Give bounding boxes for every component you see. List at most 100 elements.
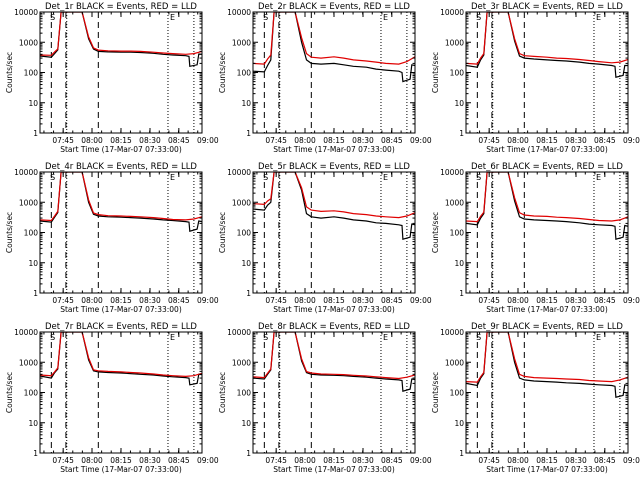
x-tick-label: 08:45 <box>168 296 190 305</box>
y-tick-label: 1 <box>33 129 38 138</box>
lld-series-line <box>40 172 202 222</box>
marker-label-s: S <box>263 13 268 22</box>
lld-series-line <box>466 12 628 65</box>
x-tick-label: 09:00 <box>197 296 219 305</box>
x-axis-label: Start Time (17-Mar-07 07:33:00) <box>273 465 395 474</box>
y-tick-label: 10000 <box>14 168 38 177</box>
events-series-line <box>466 12 628 78</box>
events-series-line <box>40 332 202 386</box>
x-tick-label: 09:00 <box>197 456 219 465</box>
x-tick-label: 08:45 <box>381 136 403 145</box>
y-tick-label: 1000 <box>445 358 464 367</box>
x-tick-label: 08:15 <box>323 296 345 305</box>
y-tick-label: 10 <box>28 99 38 108</box>
x-tick-label: 08:45 <box>594 296 616 305</box>
y-tick-label: 100 <box>237 229 252 238</box>
x-tick-label: 07:45 <box>478 456 500 465</box>
chart-title: Det_9r BLACK = Events, RED = LLD <box>471 322 623 332</box>
y-tick-label: 10000 <box>440 168 464 177</box>
y-tick-label: 10 <box>241 419 251 428</box>
y-tick-label: 1 <box>246 289 251 298</box>
plot-frame <box>39 171 203 294</box>
x-tick-label: 08:15 <box>110 136 132 145</box>
chart-title: Det_2r BLACK = Events, RED = LLD <box>258 2 410 12</box>
y-tick-label: 1 <box>33 289 38 298</box>
x-tick-label: 08:30 <box>352 296 374 305</box>
chart-title: Det_7r BLACK = Events, RED = LLD <box>45 322 197 332</box>
x-tick-label: 07:45 <box>52 136 74 145</box>
x-tick-label: 09:00 <box>623 456 640 465</box>
y-tick-label: 10000 <box>440 328 464 337</box>
x-tick-label: 08:45 <box>168 456 190 465</box>
y-tick-label: 10000 <box>440 8 464 17</box>
marker-label-e: E <box>596 333 601 342</box>
plot-frame <box>465 331 629 454</box>
y-tick-label: 10 <box>28 259 38 268</box>
x-tick-label: 07:45 <box>52 456 74 465</box>
x-tick-label: 08:00 <box>507 296 529 305</box>
events-series-line <box>40 12 202 68</box>
y-tick-label: 1 <box>33 449 38 458</box>
x-tick-label: 08:45 <box>381 456 403 465</box>
x-tick-label: 07:45 <box>265 456 287 465</box>
x-tick-label: 08:30 <box>565 296 587 305</box>
lld-series-line <box>40 332 202 378</box>
x-axis-label: Start Time (17-Mar-07 07:33:00) <box>273 145 395 154</box>
events-series-line <box>466 332 628 398</box>
y-tick-label: 10000 <box>14 8 38 17</box>
plot-frame <box>39 331 203 454</box>
x-tick-label: 08:30 <box>352 136 374 145</box>
y-tick-label: 1 <box>459 129 464 138</box>
chart-title: Det_1r BLACK = Events, RED = LLD <box>45 2 197 12</box>
x-tick-label: 08:30 <box>565 136 587 145</box>
x-tick-label: 08:00 <box>81 136 103 145</box>
x-axis-label: Start Time (17-Mar-07 07:33:00) <box>486 145 608 154</box>
marker-label-e: E <box>596 173 601 182</box>
y-tick-label: 100 <box>237 389 252 398</box>
events-series-line <box>466 172 628 240</box>
y-tick-label: 1000 <box>445 198 464 207</box>
x-tick-label: 08:00 <box>294 296 316 305</box>
x-tick-label: 09:00 <box>410 456 432 465</box>
y-axis-label: Counts/sec <box>431 212 440 253</box>
x-axis-label: Start Time (17-Mar-07 07:33:00) <box>60 305 182 314</box>
events-series-line <box>40 172 202 232</box>
marker-label-s: S <box>263 333 268 342</box>
x-tick-label: 08:30 <box>565 456 587 465</box>
marker-label-s: S <box>476 173 481 182</box>
y-axis-label: Counts/sec <box>5 52 14 93</box>
x-tick-label: 08:45 <box>381 296 403 305</box>
y-axis-label: Counts/sec <box>5 372 14 413</box>
x-tick-label: 07:45 <box>478 296 500 305</box>
x-tick-label: 08:15 <box>536 456 558 465</box>
y-tick-label: 10 <box>454 99 464 108</box>
x-tick-label: 08:15 <box>323 456 345 465</box>
y-tick-label: 10 <box>28 419 38 428</box>
x-axis-label: Start Time (17-Mar-07 07:33:00) <box>486 305 608 314</box>
x-tick-label: 08:00 <box>507 136 529 145</box>
marker-label-e: E <box>383 173 388 182</box>
y-tick-label: 10 <box>454 259 464 268</box>
chart-title: Det_3r BLACK = Events, RED = LLD <box>471 2 623 12</box>
y-tick-label: 1 <box>459 449 464 458</box>
x-tick-label: 08:30 <box>352 456 374 465</box>
x-tick-label: 08:15 <box>110 296 132 305</box>
y-tick-label: 1000 <box>19 38 38 47</box>
marker-label-s: S <box>50 333 55 342</box>
events-series-line <box>253 332 415 392</box>
x-tick-label: 08:00 <box>294 136 316 145</box>
y-tick-label: 100 <box>237 69 252 78</box>
y-axis-label: Counts/sec <box>431 372 440 413</box>
plot-frame <box>39 11 203 134</box>
y-tick-label: 1000 <box>19 358 38 367</box>
x-tick-label: 09:00 <box>197 136 219 145</box>
x-tick-label: 07:45 <box>52 296 74 305</box>
y-tick-label: 100 <box>24 389 39 398</box>
x-tick-label: 08:30 <box>139 456 161 465</box>
